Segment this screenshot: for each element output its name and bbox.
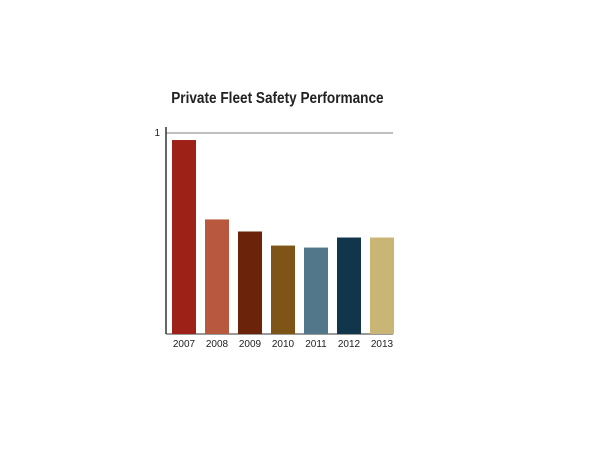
- bar-2009: [238, 231, 262, 334]
- y-tick-label: 1: [154, 128, 160, 139]
- bar-2013: [370, 237, 394, 334]
- bar-2007: [172, 140, 196, 334]
- chart-title: Private Fleet Safety Performance: [171, 90, 384, 107]
- bar-2010: [271, 245, 295, 334]
- x-tick-label: 2011: [305, 339, 327, 350]
- bar-2012: [337, 237, 361, 334]
- bar-2008: [205, 219, 229, 334]
- x-tick-label: 2013: [371, 339, 394, 350]
- x-tick-label: 2010: [272, 339, 295, 350]
- x-tick-label: 2007: [173, 339, 196, 350]
- x-tick-label: 2012: [338, 339, 361, 350]
- bar-2011: [304, 247, 328, 334]
- x-tick-label: 2009: [239, 339, 262, 350]
- x-tick-label: 2008: [206, 339, 229, 350]
